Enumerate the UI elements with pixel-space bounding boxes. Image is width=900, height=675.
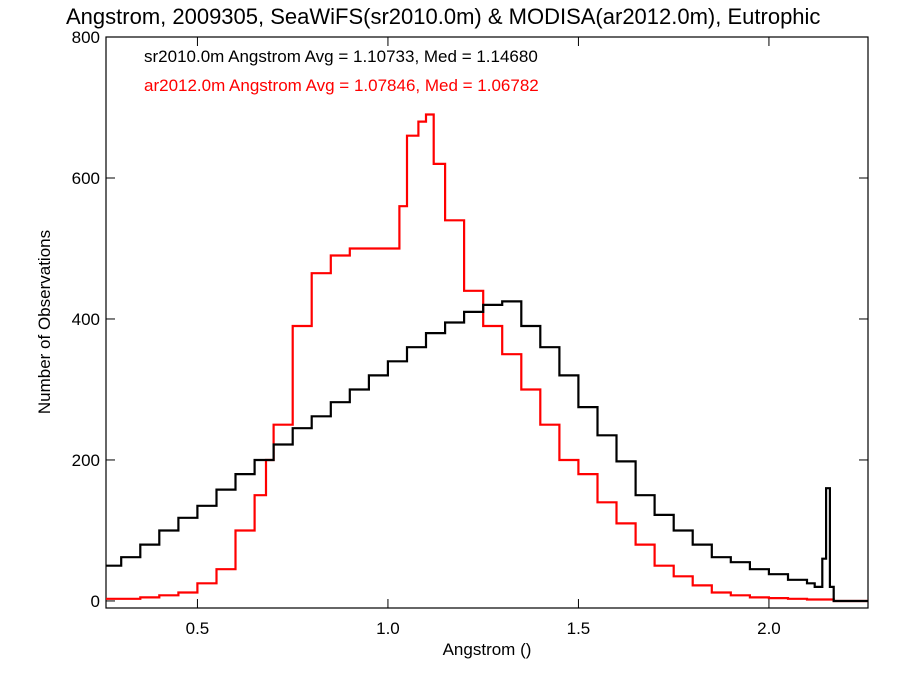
y-tick-label: 400 <box>72 310 100 329</box>
series-layer <box>106 113 868 603</box>
y-axis: 0 200 400 600 800 <box>72 28 868 611</box>
y-axis-label: Number of Observations <box>35 230 54 414</box>
x-tick-label: 1.5 <box>567 619 591 638</box>
x-tick-label: 0.5 <box>186 619 210 638</box>
legend-entry-sr2010: sr2010.0m Angstrom Avg = 1.10733, Med = … <box>144 47 538 66</box>
legend-entry-ar2012: ar2012.0m Angstrom Avg = 1.07846, Med = … <box>144 76 539 95</box>
x-axis: 0.5 1.0 1.5 2.0 <box>186 37 781 638</box>
y-tick-label: 200 <box>72 451 100 470</box>
x-tick-label: 1.0 <box>376 619 400 638</box>
series-line-sr2010-0m <box>106 300 868 603</box>
plot-frame <box>105 36 869 609</box>
y-tick-label: 0 <box>91 592 100 611</box>
chart-title: Angstrom, 2009305, SeaWiFS(sr2010.0m) & … <box>66 4 820 29</box>
y-tick-label: 800 <box>72 28 100 47</box>
x-axis-label: Angstrom () <box>443 640 532 659</box>
series-line-ar2012-0m <box>106 113 868 603</box>
y-tick-label: 600 <box>72 169 100 188</box>
x-tick-label: 2.0 <box>757 619 781 638</box>
